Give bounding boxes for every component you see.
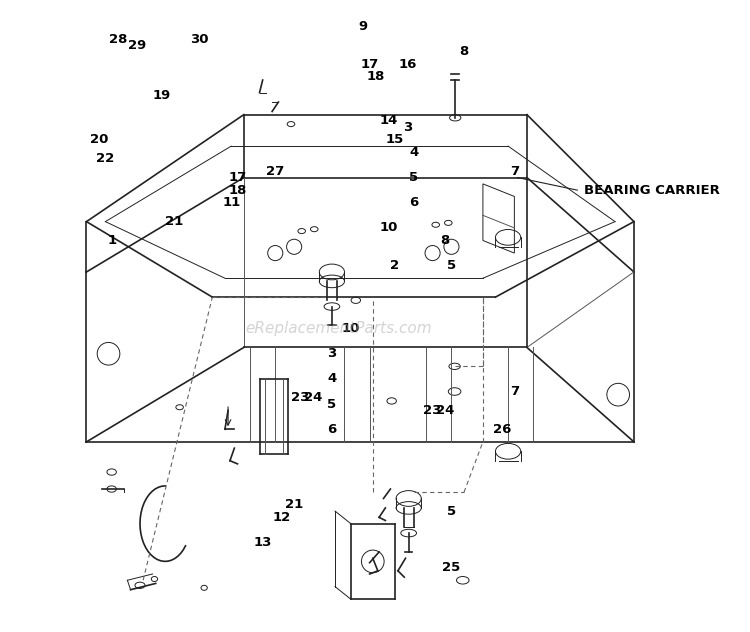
Text: 26: 26 (493, 423, 511, 435)
Text: 20: 20 (90, 133, 108, 147)
Text: 22: 22 (96, 152, 115, 165)
Text: 3: 3 (403, 121, 412, 134)
Text: 18: 18 (228, 184, 247, 197)
Text: 16: 16 (398, 58, 416, 71)
Text: 1: 1 (107, 234, 116, 247)
Text: 28: 28 (109, 33, 128, 46)
Text: 24: 24 (436, 404, 454, 417)
Text: 17: 17 (229, 171, 247, 184)
Text: BEARING CARRIER: BEARING CARRIER (584, 184, 719, 197)
Text: 15: 15 (386, 133, 404, 147)
Text: 25: 25 (442, 561, 460, 574)
Text: 24: 24 (304, 391, 322, 404)
Text: 23: 23 (424, 404, 442, 417)
Text: 23: 23 (291, 391, 310, 404)
Text: 19: 19 (153, 89, 171, 102)
Text: 4: 4 (409, 146, 419, 159)
Text: 12: 12 (272, 511, 291, 524)
Text: 2: 2 (390, 259, 400, 272)
Text: 27: 27 (266, 165, 284, 178)
Text: 4: 4 (327, 372, 337, 386)
Text: 21: 21 (166, 215, 184, 228)
Text: 10: 10 (380, 221, 398, 234)
Text: 6: 6 (327, 423, 337, 435)
Text: 21: 21 (285, 498, 303, 511)
Text: 10: 10 (341, 322, 360, 335)
Text: eReplacementParts.com: eReplacementParts.com (244, 321, 431, 336)
Text: 7: 7 (510, 165, 519, 178)
Text: 13: 13 (254, 536, 272, 549)
Text: 30: 30 (190, 33, 209, 46)
Text: 5: 5 (327, 398, 337, 411)
Text: 8: 8 (460, 46, 469, 58)
Text: 7: 7 (510, 385, 519, 398)
Text: 5: 5 (410, 171, 419, 184)
Text: 5: 5 (447, 259, 456, 272)
Text: 29: 29 (128, 39, 146, 52)
Text: 14: 14 (380, 114, 398, 128)
Text: 17: 17 (361, 58, 379, 71)
Text: 5: 5 (447, 504, 456, 518)
Text: 6: 6 (409, 197, 419, 209)
Text: 11: 11 (222, 197, 240, 209)
Text: 8: 8 (440, 234, 450, 247)
Text: 3: 3 (327, 347, 337, 360)
Text: 9: 9 (358, 20, 368, 33)
Text: 18: 18 (367, 70, 386, 83)
